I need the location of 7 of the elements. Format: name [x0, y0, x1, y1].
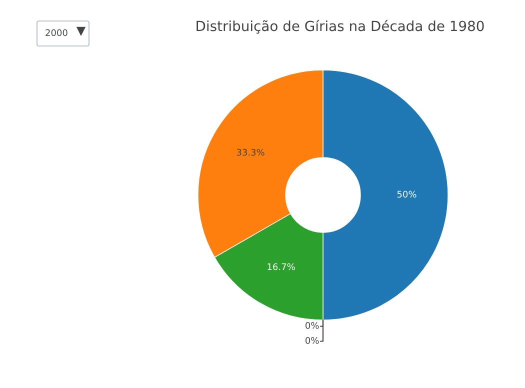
chart-title: Distribuição de Gírias na Década de 1980: [196, 20, 484, 34]
data-label: 33.3%: [236, 148, 264, 156]
text: 2000: [46, 29, 68, 36]
text: 0%: [306, 322, 319, 329]
data-label: 50%: [397, 190, 416, 198]
data-label: 16.7%: [268, 263, 295, 270]
text: 0%: [306, 337, 319, 344]
